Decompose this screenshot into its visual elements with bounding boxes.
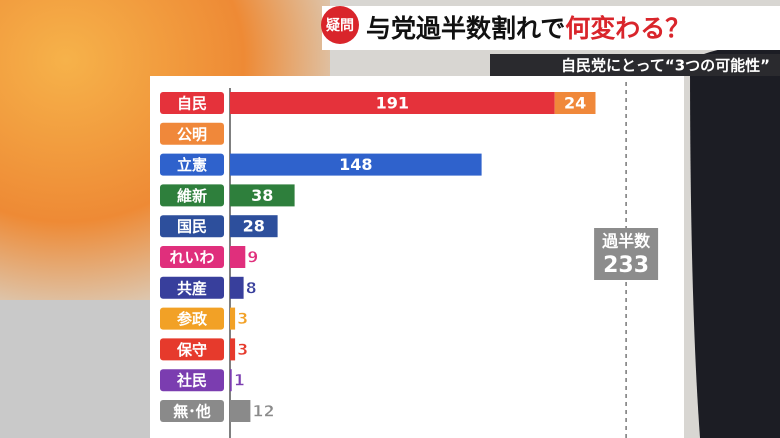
bar bbox=[230, 338, 236, 361]
party-label: 参政 bbox=[177, 310, 208, 328]
headline-highlight: 何変わる？ bbox=[565, 14, 690, 43]
subheadline-bar bbox=[490, 54, 780, 76]
value-label: 28 bbox=[243, 217, 265, 236]
party-label: 無･他 bbox=[173, 403, 211, 421]
headline-banner bbox=[322, 6, 780, 50]
bar bbox=[230, 369, 232, 392]
party-tag bbox=[160, 92, 224, 114]
presenter-suit bbox=[690, 46, 780, 438]
badge: 疑問 bbox=[326, 18, 354, 34]
party-label: 社民 bbox=[176, 372, 207, 390]
value-label: 3 bbox=[237, 309, 248, 328]
bar bbox=[230, 307, 236, 330]
headline: 与党過半数割れで何変わる？ bbox=[366, 14, 690, 43]
bar bbox=[230, 184, 295, 207]
majority-label: 過半数 bbox=[601, 232, 651, 251]
party-tag bbox=[160, 369, 224, 392]
party-tag bbox=[160, 215, 224, 238]
party-tag bbox=[160, 246, 224, 268]
party-tag bbox=[160, 307, 224, 330]
bar bbox=[230, 92, 555, 114]
party-label: 自民 bbox=[177, 95, 207, 113]
bar bbox=[230, 153, 482, 176]
badge-circle bbox=[321, 6, 359, 44]
party-label: 国民 bbox=[177, 218, 207, 236]
bar bbox=[554, 92, 596, 114]
party-label: れいわ bbox=[169, 249, 214, 267]
party-tag bbox=[160, 400, 224, 422]
party-label: 維新 bbox=[177, 187, 207, 205]
bar bbox=[230, 276, 244, 299]
value-label: 1 bbox=[234, 371, 245, 390]
party-tag bbox=[160, 184, 224, 207]
value-label: 191 bbox=[376, 94, 409, 113]
value-label: 24 bbox=[564, 94, 586, 113]
party-tag bbox=[160, 122, 224, 145]
party-tag bbox=[160, 276, 224, 299]
value-label: 9 bbox=[247, 248, 258, 267]
bar bbox=[230, 215, 278, 238]
party-label: 保守 bbox=[176, 341, 207, 359]
headline-text: 与党過半数割れで bbox=[366, 14, 565, 43]
bar bbox=[230, 400, 251, 422]
party-tag bbox=[160, 338, 224, 361]
studio-desk bbox=[0, 300, 170, 438]
majority-value: 233 bbox=[603, 253, 649, 278]
value-label: 148 bbox=[339, 155, 372, 174]
value-label: 3 bbox=[237, 340, 248, 359]
majority-box bbox=[594, 228, 659, 280]
value-label: 12 bbox=[252, 402, 274, 421]
party-tag bbox=[160, 153, 224, 176]
bar bbox=[230, 246, 246, 268]
value-label: 38 bbox=[251, 186, 273, 205]
value-label: 8 bbox=[246, 278, 257, 297]
party-label: 共産 bbox=[177, 279, 207, 297]
subheadline: 自民党にとって“3つの可能性” bbox=[561, 57, 770, 75]
party-label: 公明 bbox=[177, 125, 207, 143]
party-label: 立憲 bbox=[177, 156, 207, 174]
